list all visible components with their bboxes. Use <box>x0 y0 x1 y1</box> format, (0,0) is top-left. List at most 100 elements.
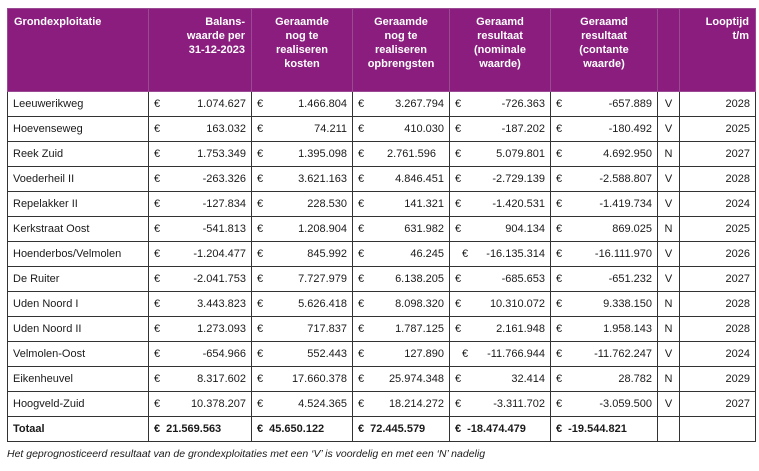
currency-symbol: € <box>455 123 462 135</box>
cell-kosten: €45.650.122 <box>251 416 353 442</box>
currency-symbol: € <box>154 148 161 160</box>
table-row: Kerkstraat Oost € -541.813 €1.208.904 €631.9… <box>7 216 756 242</box>
cell-grondexploitatie: Hoogveld-Zuid <box>7 391 149 417</box>
table-row: Uden Noord II €1.273.093 €717.837 €1.787.12… <box>7 316 756 342</box>
value-kosten: 717.837 <box>307 323 347 335</box>
cell-kosten: €7.727.979 <box>251 266 353 292</box>
cell-voordelig-nadelig: V <box>657 91 680 117</box>
cell-opbrengsten: €1.787.125 <box>352 316 450 342</box>
grondexploitaties-table: Grondexploitatie Balans-waarde per 31-12-… <box>7 8 756 442</box>
cell-kosten: €5.626.418 <box>251 291 353 317</box>
currency-symbol: € <box>556 198 563 210</box>
cell-kosten: €4.524.365 <box>251 391 353 417</box>
cell-contant: € -3.059.500 <box>550 391 658 417</box>
cell-nominaal: € -2.729.139 <box>449 166 551 192</box>
value-opbrengsten: 8.098.320 <box>395 298 444 310</box>
cell-nominaal: € -685.653 <box>449 266 551 292</box>
currency-symbol: € <box>358 423 365 435</box>
cell-nominaal: € -3.311.702 <box>449 391 551 417</box>
cell-opbrengsten: €2.761.596 <box>352 141 450 167</box>
value-opbrengsten: 1.787.125 <box>395 323 444 335</box>
header-resultaat-contant: Geraamd resultaat (contante waarde) <box>550 8 658 92</box>
cell-looptijd: 2029 <box>679 366 756 392</box>
currency-symbol: € <box>358 173 365 185</box>
cell-nominaal: €5.079.801 <box>449 141 551 167</box>
currency-symbol: € <box>358 323 365 335</box>
value-balans: -263.326 <box>202 173 246 185</box>
cell-kosten: €552.443 <box>251 341 353 367</box>
table-row: Leeuwerikweg €1.074.627 €1.466.804 €3.267.7… <box>7 91 756 117</box>
value-kosten: 17.660.378 <box>291 373 347 385</box>
cell-grondexploitatie: Eikenheuvel <box>7 366 149 392</box>
value-balans: -127.834 <box>202 198 246 210</box>
cell-contant: €869.025 <box>550 216 658 242</box>
currency-symbol: € <box>358 273 365 285</box>
cell-grondexploitatie: Repelakker II <box>7 191 149 217</box>
value-opbrengsten: 410.030 <box>404 123 444 135</box>
value-contant: -651.232 <box>608 273 652 285</box>
value-opbrengsten: 6.138.205 <box>395 273 444 285</box>
currency-symbol: € <box>154 173 161 185</box>
currency-symbol: € <box>154 373 161 385</box>
cell-opbrengsten: €6.138.205 <box>352 266 450 292</box>
value-nominaal: 32.414 <box>511 373 545 385</box>
value-opbrengsten: 127.890 <box>404 348 444 360</box>
currency-symbol: € <box>455 373 462 385</box>
currency-symbol: € <box>556 423 563 435</box>
cell-kosten: €845.992 <box>251 241 353 267</box>
cell-kosten: €74.211 <box>251 116 353 142</box>
value-contant: -1.419.734 <box>599 198 652 210</box>
cell-opbrengsten: €3.267.794 <box>352 91 450 117</box>
value-balans: 3.443.823 <box>197 298 246 310</box>
value-nominaal: -18.474.479 <box>467 423 526 435</box>
currency-symbol: € <box>257 373 264 385</box>
value-contant: 1.958.143 <box>603 323 652 335</box>
currency-symbol: € <box>154 123 161 135</box>
cell-voordelig-nadelig: N <box>657 316 680 342</box>
value-balans: 1.753.349 <box>197 148 246 160</box>
currency-symbol: € <box>358 298 365 310</box>
currency-symbol: € <box>358 148 365 160</box>
cell-grondexploitatie: Uden Noord II <box>7 316 149 342</box>
cell-opbrengsten: €18.214.272 <box>352 391 450 417</box>
cell-contant: € -19.544.821 <box>550 416 658 442</box>
header-opbrengsten: Geraamde nog te realiseren opbrengsten <box>352 8 450 92</box>
cell-voordelig-nadelig: V <box>657 166 680 192</box>
currency-symbol: € <box>257 173 264 185</box>
currency-symbol: € <box>358 398 365 410</box>
value-opbrengsten: 141.321 <box>404 198 444 210</box>
value-balans: -2.041.753 <box>193 273 246 285</box>
value-contant: 28.782 <box>618 373 652 385</box>
value-contant: -16.111.970 <box>594 248 652 260</box>
value-balans: -1.204.477 <box>193 248 246 260</box>
cell-voordelig-nadelig: N <box>657 366 680 392</box>
cell-looptijd: 2028 <box>679 166 756 192</box>
cell-contant: €9.338.150 <box>550 291 658 317</box>
cell-kosten: €3.621.163 <box>251 166 353 192</box>
table-row: Eikenheuvel €8.317.602 €17.660.378 €25.974.… <box>7 366 756 392</box>
cell-voordelig-nadelig: N <box>657 291 680 317</box>
cell-opbrengsten: €8.098.320 <box>352 291 450 317</box>
currency-symbol: € <box>154 348 161 360</box>
value-nominaal: -16.135.314 <box>486 248 545 260</box>
cell-opbrengsten: €46.245 <box>352 241 450 267</box>
cell-opbrengsten: €141.321 <box>352 191 450 217</box>
value-contant: -19.544.821 <box>568 423 627 435</box>
total-row: Totaal €21.569.563 €45.650.122 €72.445.579 €… <box>7 416 756 442</box>
currency-symbol: € <box>455 298 462 310</box>
currency-symbol: € <box>455 98 462 110</box>
value-nominaal: 904.134 <box>505 223 545 235</box>
currency-symbol: € <box>257 123 264 135</box>
cell-balans: €8.317.602 <box>148 366 252 392</box>
cell-looptijd: 2025 <box>679 216 756 242</box>
currency-symbol: € <box>257 148 264 160</box>
currency-symbol: € <box>257 423 264 435</box>
currency-symbol: € <box>556 273 563 285</box>
cell-looptijd: 2027 <box>679 141 756 167</box>
currency-symbol: € <box>556 173 563 185</box>
cell-nominaal: €10.310.072 <box>449 291 551 317</box>
footnote: Het geprognosticeerd resultaat van de gr… <box>7 448 486 460</box>
cell-nominaal: € -18.474.479 <box>449 416 551 442</box>
value-kosten: 1.395.098 <box>298 148 347 160</box>
currency-symbol: € <box>154 323 161 335</box>
